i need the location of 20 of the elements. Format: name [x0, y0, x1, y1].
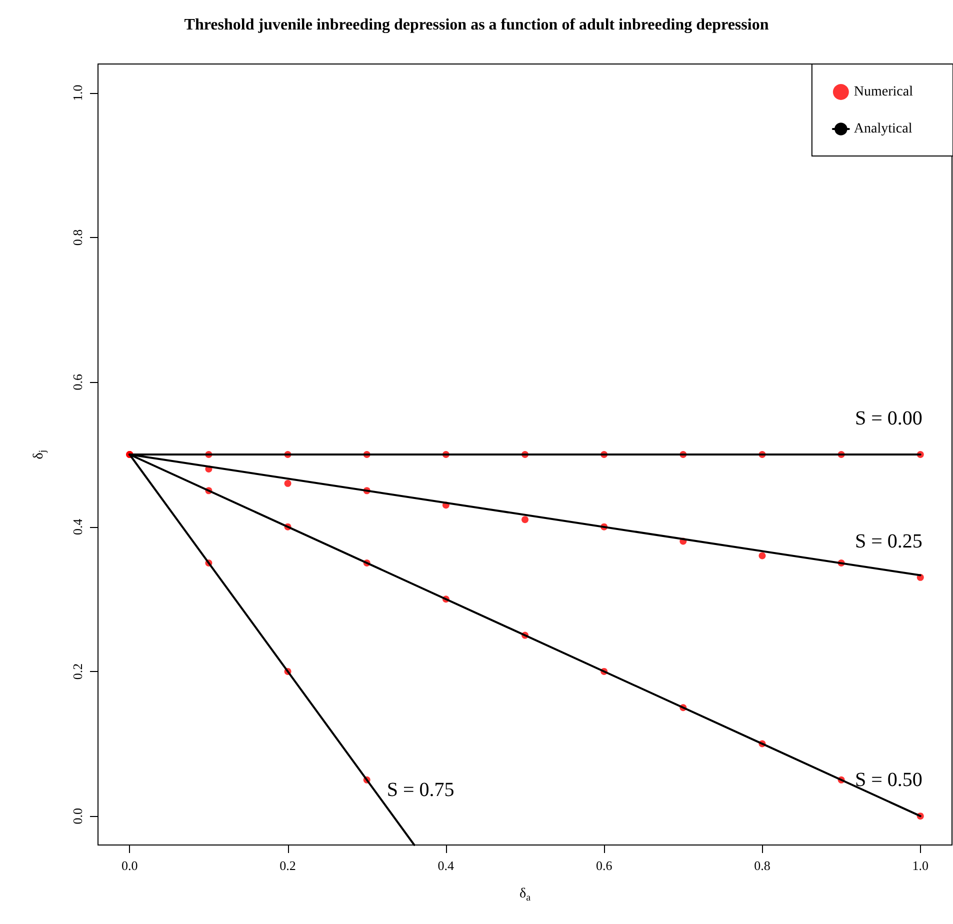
y-tick-label: 0.2	[70, 663, 85, 680]
x-tick-label: 0.2	[280, 858, 296, 873]
y-tick-label: 0.4	[70, 518, 85, 535]
x-tick-label: 1.0	[912, 858, 928, 873]
y-tick-label: 0.6	[70, 374, 85, 390]
x-tick-label: 0.6	[596, 858, 613, 873]
annotation: S = 0.75	[386, 778, 454, 801]
annotation: S = 0.25	[854, 530, 922, 552]
legend-label: Analytical	[854, 122, 912, 136]
annotation: S = 0.00	[854, 408, 922, 430]
annotation: S = 0.50	[854, 769, 922, 792]
y-tick-label: 0.8	[70, 229, 85, 246]
x-tick-label: 0.0	[122, 858, 138, 873]
x-tick-label: 0.4	[438, 858, 455, 873]
chart-title: Threshold juvenile inbreeding depression as a function of adult inbreeding depression	[184, 16, 769, 34]
y-tick-label: 1.0	[70, 84, 85, 102]
y-tick-label: 0.0	[70, 808, 85, 824]
y-axis-title: δj	[32, 450, 48, 460]
legend-label: Numerical	[854, 84, 914, 100]
x-tick-label: 0.8	[754, 858, 770, 873]
